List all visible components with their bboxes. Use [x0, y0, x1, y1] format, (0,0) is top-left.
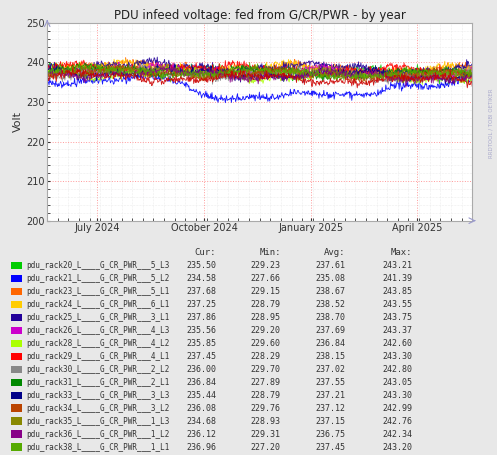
Text: pdu_rack23_L____G_CR_PWR___5_L1: pdu_rack23_L____G_CR_PWR___5_L1: [26, 287, 169, 296]
Text: 243.21: 243.21: [383, 261, 413, 270]
Text: 234.68: 234.68: [186, 417, 216, 425]
Text: 228.29: 228.29: [251, 352, 281, 361]
Text: 238.70: 238.70: [316, 313, 345, 322]
Text: 236.84: 236.84: [186, 378, 216, 387]
Text: 236.08: 236.08: [186, 404, 216, 413]
Text: 229.76: 229.76: [251, 404, 281, 413]
Text: 243.37: 243.37: [383, 326, 413, 335]
Text: 235.56: 235.56: [186, 326, 216, 335]
Text: 243.20: 243.20: [383, 443, 413, 451]
Text: RRDTOOL / TOBI OETIKER: RRDTOOL / TOBI OETIKER: [489, 88, 494, 157]
Text: 234.58: 234.58: [186, 274, 216, 283]
Text: 236.96: 236.96: [186, 443, 216, 451]
Text: pdu_rack35_L____G_CR_PWR___1_L3: pdu_rack35_L____G_CR_PWR___1_L3: [26, 417, 169, 425]
Text: 228.95: 228.95: [251, 313, 281, 322]
Text: Max:: Max:: [391, 248, 413, 257]
Text: 243.75: 243.75: [383, 313, 413, 322]
Text: pdu_rack20_L____G_CR_PWR___5_L3: pdu_rack20_L____G_CR_PWR___5_L3: [26, 261, 169, 270]
Text: pdu_rack30_L____G_CR_PWR___2_L2: pdu_rack30_L____G_CR_PWR___2_L2: [26, 365, 169, 374]
Text: pdu_rack34_L____G_CR_PWR___3_L2: pdu_rack34_L____G_CR_PWR___3_L2: [26, 404, 169, 413]
Text: pdu_rack21_L____G_CR_PWR___5_L2: pdu_rack21_L____G_CR_PWR___5_L2: [26, 274, 169, 283]
Text: pdu_rack28_L____G_CR_PWR___4_L2: pdu_rack28_L____G_CR_PWR___4_L2: [26, 339, 169, 348]
Y-axis label: Volt: Volt: [13, 111, 23, 132]
Text: 228.79: 228.79: [251, 300, 281, 309]
Text: 243.05: 243.05: [383, 378, 413, 387]
Text: 237.02: 237.02: [316, 365, 345, 374]
Title: PDU infeed voltage: fed from G/CR/PWR - by year: PDU infeed voltage: fed from G/CR/PWR - …: [114, 9, 406, 21]
Text: 243.85: 243.85: [383, 287, 413, 296]
Text: 242.80: 242.80: [383, 365, 413, 374]
Text: Cur:: Cur:: [195, 248, 216, 257]
Text: 227.66: 227.66: [251, 274, 281, 283]
Text: 229.20: 229.20: [251, 326, 281, 335]
Text: pdu_rack29_L____G_CR_PWR___4_L1: pdu_rack29_L____G_CR_PWR___4_L1: [26, 352, 169, 361]
Text: 237.69: 237.69: [316, 326, 345, 335]
Text: 242.76: 242.76: [383, 417, 413, 425]
Text: 229.60: 229.60: [251, 339, 281, 348]
Text: Min:: Min:: [259, 248, 281, 257]
Text: 229.70: 229.70: [251, 365, 281, 374]
Text: 243.55: 243.55: [383, 300, 413, 309]
Text: 236.12: 236.12: [186, 430, 216, 439]
Text: 242.99: 242.99: [383, 404, 413, 413]
Text: Avg:: Avg:: [324, 248, 345, 257]
Text: 235.08: 235.08: [316, 274, 345, 283]
Text: 235.50: 235.50: [186, 261, 216, 270]
Text: 237.45: 237.45: [186, 352, 216, 361]
Text: 238.67: 238.67: [316, 287, 345, 296]
Text: 237.61: 237.61: [316, 261, 345, 270]
Text: 237.21: 237.21: [316, 391, 345, 399]
Text: 237.12: 237.12: [316, 404, 345, 413]
Text: 229.15: 229.15: [251, 287, 281, 296]
Text: 229.31: 229.31: [251, 430, 281, 439]
Text: pdu_rack31_L____G_CR_PWR___2_L1: pdu_rack31_L____G_CR_PWR___2_L1: [26, 378, 169, 387]
Text: 228.79: 228.79: [251, 391, 281, 399]
Text: pdu_rack26_L____G_CR_PWR___4_L3: pdu_rack26_L____G_CR_PWR___4_L3: [26, 326, 169, 335]
Text: 243.30: 243.30: [383, 352, 413, 361]
Text: 228.93: 228.93: [251, 417, 281, 425]
Text: 236.00: 236.00: [186, 365, 216, 374]
Text: 242.60: 242.60: [383, 339, 413, 348]
Text: 241.39: 241.39: [383, 274, 413, 283]
Text: pdu_rack38_L____G_CR_PWR___1_L1: pdu_rack38_L____G_CR_PWR___1_L1: [26, 443, 169, 451]
Text: 237.45: 237.45: [316, 443, 345, 451]
Text: 237.68: 237.68: [186, 287, 216, 296]
Text: 235.85: 235.85: [186, 339, 216, 348]
Text: pdu_rack33_L____G_CR_PWR___3_L3: pdu_rack33_L____G_CR_PWR___3_L3: [26, 391, 169, 399]
Text: 238.15: 238.15: [316, 352, 345, 361]
Text: 237.86: 237.86: [186, 313, 216, 322]
Text: 236.75: 236.75: [316, 430, 345, 439]
Text: 237.15: 237.15: [316, 417, 345, 425]
Text: 243.30: 243.30: [383, 391, 413, 399]
Text: 236.84: 236.84: [316, 339, 345, 348]
Text: 238.52: 238.52: [316, 300, 345, 309]
Text: pdu_rack24_L____G_CR_PWR___6_L1: pdu_rack24_L____G_CR_PWR___6_L1: [26, 300, 169, 309]
Text: pdu_rack25_L____G_CR_PWR___3_L1: pdu_rack25_L____G_CR_PWR___3_L1: [26, 313, 169, 322]
Text: 242.34: 242.34: [383, 430, 413, 439]
Text: 235.44: 235.44: [186, 391, 216, 399]
Text: 237.55: 237.55: [316, 378, 345, 387]
Text: 237.25: 237.25: [186, 300, 216, 309]
Text: 227.20: 227.20: [251, 443, 281, 451]
Text: 229.23: 229.23: [251, 261, 281, 270]
Text: 227.89: 227.89: [251, 378, 281, 387]
Text: pdu_rack36_L____G_CR_PWR___1_L2: pdu_rack36_L____G_CR_PWR___1_L2: [26, 430, 169, 439]
